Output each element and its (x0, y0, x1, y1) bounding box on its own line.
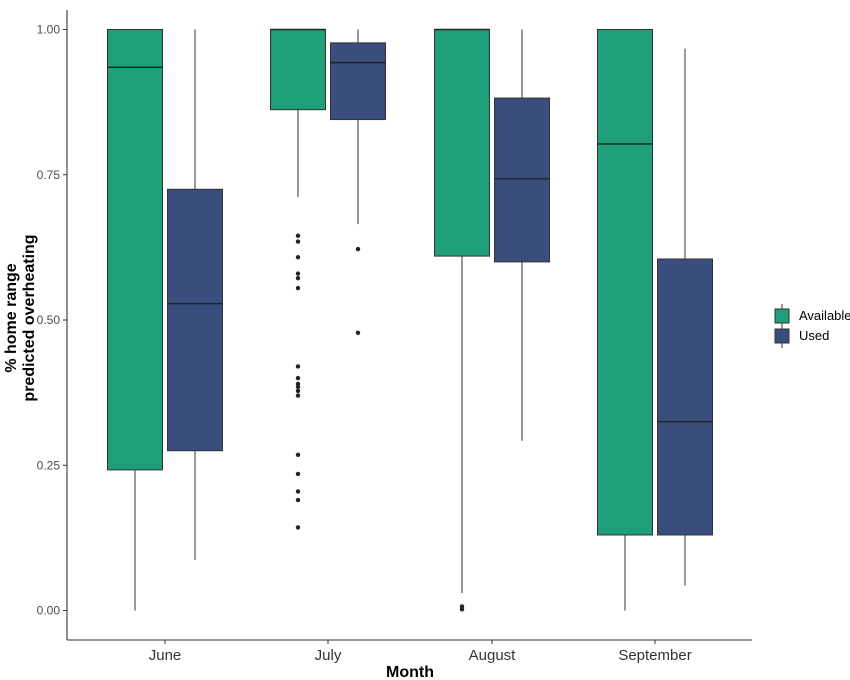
outlier-point (295, 255, 301, 260)
legend-label: Used (799, 328, 829, 343)
y-tick-label: 0.50 (37, 313, 61, 327)
box-available-july (270, 28, 326, 530)
box-used-june (167, 29, 223, 560)
box-available-june (107, 29, 163, 611)
box-iqr (330, 42, 386, 121)
outlier-point (295, 384, 301, 390)
outlier-point (295, 525, 301, 530)
outlier-point (295, 452, 301, 457)
outlier-point (295, 364, 301, 369)
outlier-point (459, 607, 465, 612)
y-axis-title-line-2: predicted overheating (21, 234, 38, 401)
plot-area (107, 28, 713, 612)
y-axis-ticks: 0.00 0.25 0.50 0.75 1.00 (37, 23, 67, 618)
y-tick-label: 0.25 (37, 458, 61, 472)
box-iqr (167, 188, 223, 452)
x-axis-ticks: June July August September (149, 640, 692, 664)
outlier-point (295, 489, 301, 494)
box-used-august (494, 29, 550, 441)
y-tick-label: 0.00 (37, 604, 61, 618)
legend-label: Available (799, 308, 850, 323)
y-tick-label: 0.75 (37, 168, 61, 182)
box-used-july (330, 29, 386, 335)
box-iqr (107, 29, 163, 471)
legend-item-used: Used (774, 324, 829, 348)
legend-key-swatch (774, 328, 790, 344)
box-iqr (657, 258, 713, 536)
y-tick-label: 1.00 (37, 23, 61, 37)
legend: Available Used (774, 304, 850, 348)
outlier-point (295, 375, 301, 381)
legend-key-swatch (774, 308, 790, 324)
x-tick-label: August (469, 647, 517, 664)
legend-item-available: Available (774, 304, 850, 328)
box-available-august (434, 28, 490, 612)
outlier-point (355, 246, 361, 252)
box-iqr (494, 97, 550, 263)
y-axis-title-line-1: % home range (3, 263, 20, 372)
x-tick-label: July (315, 647, 342, 664)
box-iqr (270, 29, 326, 111)
box-available-september (597, 29, 653, 611)
box-used-september (657, 48, 713, 586)
outlier-point (295, 497, 301, 503)
x-tick-label: June (149, 647, 182, 664)
x-tick-label: September (618, 647, 691, 664)
outlier-point (295, 271, 301, 276)
y-axis-title: % home range predicted overheating (3, 234, 38, 401)
outlier-point (295, 471, 301, 477)
axes (66, 10, 752, 641)
box-iqr (434, 29, 490, 257)
outlier-point (295, 393, 301, 398)
x-axis-title: Month (386, 664, 434, 680)
outlier-point (295, 285, 301, 291)
outlier-point (295, 275, 301, 281)
outlier-point (295, 239, 301, 244)
box-iqr (597, 29, 653, 536)
outlier-point (295, 233, 301, 238)
outlier-point (295, 388, 301, 394)
outlier-point (355, 330, 361, 335)
